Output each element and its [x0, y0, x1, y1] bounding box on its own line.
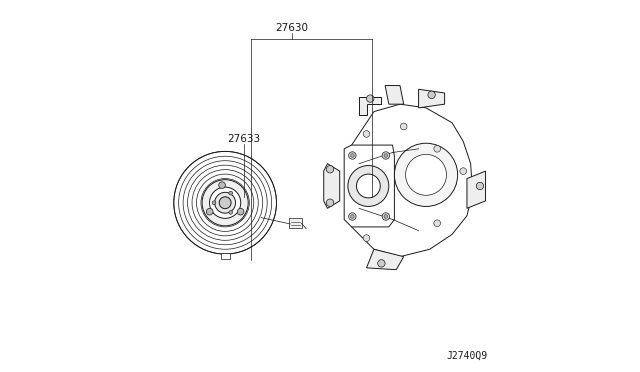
Polygon shape: [367, 249, 404, 270]
Circle shape: [219, 182, 225, 189]
FancyBboxPatch shape: [289, 218, 302, 228]
Circle shape: [382, 213, 390, 220]
Circle shape: [428, 91, 435, 99]
Circle shape: [209, 187, 241, 218]
Circle shape: [434, 145, 440, 152]
Circle shape: [384, 215, 388, 218]
Circle shape: [406, 154, 447, 195]
Circle shape: [326, 166, 334, 173]
Text: 27630: 27630: [276, 23, 308, 33]
Circle shape: [349, 152, 356, 159]
Circle shape: [356, 174, 380, 198]
Circle shape: [394, 143, 458, 206]
Circle shape: [219, 197, 231, 209]
Circle shape: [202, 180, 248, 226]
Circle shape: [348, 166, 389, 206]
Circle shape: [363, 131, 370, 137]
Circle shape: [378, 260, 385, 267]
Polygon shape: [324, 164, 340, 208]
Polygon shape: [385, 86, 404, 104]
Circle shape: [351, 215, 354, 218]
Circle shape: [326, 199, 334, 206]
Circle shape: [229, 191, 232, 195]
Polygon shape: [467, 171, 486, 208]
Circle shape: [434, 220, 440, 227]
Circle shape: [206, 208, 213, 215]
Circle shape: [349, 213, 356, 220]
Circle shape: [237, 208, 244, 215]
Circle shape: [174, 151, 276, 254]
Circle shape: [367, 95, 374, 102]
Circle shape: [229, 211, 232, 214]
Text: 27633: 27633: [227, 134, 260, 144]
Circle shape: [384, 154, 388, 157]
Circle shape: [363, 235, 370, 241]
Polygon shape: [344, 145, 394, 227]
Circle shape: [212, 201, 216, 205]
Circle shape: [476, 182, 484, 190]
Polygon shape: [351, 104, 472, 257]
Circle shape: [351, 154, 354, 157]
Circle shape: [401, 123, 407, 130]
Polygon shape: [419, 89, 445, 108]
Circle shape: [215, 192, 236, 213]
Text: J2740Q9: J2740Q9: [446, 351, 488, 361]
FancyBboxPatch shape: [221, 253, 230, 259]
Circle shape: [460, 168, 467, 174]
Polygon shape: [359, 97, 381, 115]
Circle shape: [382, 152, 390, 159]
